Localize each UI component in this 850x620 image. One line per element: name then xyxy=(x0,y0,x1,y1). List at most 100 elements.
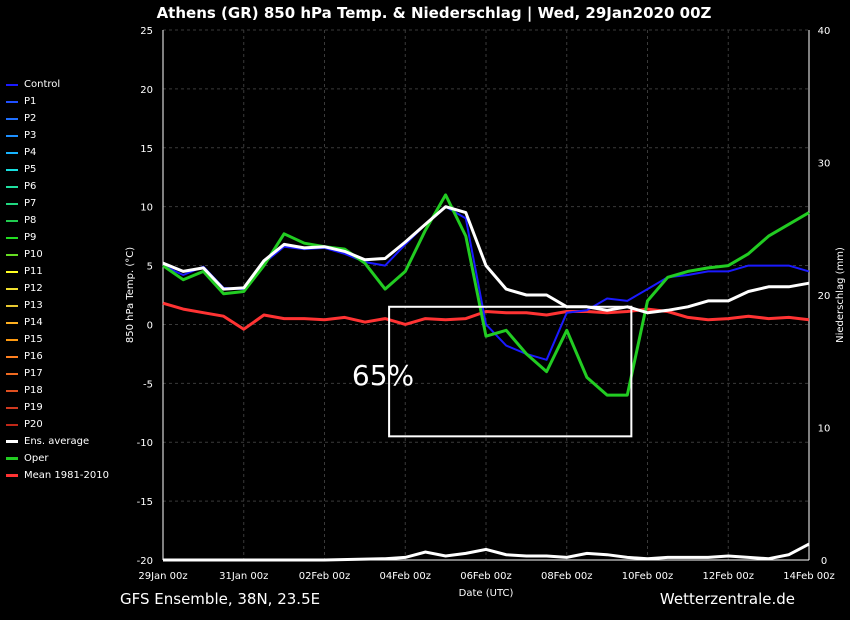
legend-label: P7 xyxy=(24,198,37,209)
legend-swatch xyxy=(6,254,18,256)
x-tick-label: 06Feb 00z xyxy=(460,571,512,582)
legend-swatch xyxy=(6,237,18,239)
legend-label: P14 xyxy=(24,317,43,328)
legend-item: P2 xyxy=(4,110,109,127)
legend-label: P10 xyxy=(24,249,43,260)
y2-tick-label: 10 xyxy=(818,424,831,435)
legend-swatch xyxy=(6,322,18,324)
y-tick-label: 15 xyxy=(140,144,153,155)
legend-swatch xyxy=(6,457,18,460)
legend-label: P18 xyxy=(24,385,43,396)
legend-swatch xyxy=(6,101,18,103)
legend-label: P4 xyxy=(24,147,37,158)
legend-item: P11 xyxy=(4,263,109,280)
chart-title: Athens (GR) 850 hPa Temp. & Niederschlag… xyxy=(157,4,712,23)
legend-swatch xyxy=(6,135,18,137)
legend-label: P17 xyxy=(24,368,43,379)
legend-label: P20 xyxy=(24,419,43,430)
legend-swatch xyxy=(6,84,18,86)
y2-tick-label: 0 xyxy=(821,556,827,567)
y-axis-label: 850 hPa Temp. (°C) xyxy=(125,247,136,343)
legend-item: P20 xyxy=(4,416,109,433)
series-layer xyxy=(162,193,810,562)
legend-swatch xyxy=(6,356,18,358)
y-tick-label: 25 xyxy=(140,26,153,37)
legend-label: P13 xyxy=(24,300,43,311)
legend-swatch xyxy=(6,390,18,392)
x-tick-label: 02Feb 00z xyxy=(299,571,351,582)
legend-label: P12 xyxy=(24,283,43,294)
legend-swatch xyxy=(6,118,18,120)
legend-item: P15 xyxy=(4,331,109,348)
legend-swatch xyxy=(6,152,18,154)
y2-tick-label: 20 xyxy=(818,291,831,302)
legend-label: P9 xyxy=(24,232,37,243)
legend-item: Mean 1981-2010 xyxy=(4,467,109,484)
x-tick-label: 10Feb 00z xyxy=(622,571,674,582)
legend-swatch xyxy=(6,305,18,307)
legend-swatch xyxy=(6,407,18,409)
x-axis-label: Date (UTC) xyxy=(459,588,514,599)
legend-swatch xyxy=(6,474,18,477)
legend-label: P16 xyxy=(24,351,43,362)
legend-item: P8 xyxy=(4,212,109,229)
legend-label: P6 xyxy=(24,181,37,192)
legend-label: Control xyxy=(24,79,61,90)
legend-item: P10 xyxy=(4,246,109,263)
legend-item: Ens. average xyxy=(4,433,109,450)
legend-item: P16 xyxy=(4,348,109,365)
y-tick-label: 5 xyxy=(147,262,153,273)
y-tick-label: 20 xyxy=(140,85,153,96)
legend-label: P5 xyxy=(24,164,37,175)
legend-item: P19 xyxy=(4,399,109,416)
legend-swatch xyxy=(6,220,18,222)
y-tick-label: -15 xyxy=(137,497,153,508)
legend-item: P1 xyxy=(4,93,109,110)
x-tick-label: 08Feb 00z xyxy=(541,571,593,582)
legend-label: P3 xyxy=(24,130,37,141)
y-tick-label: -10 xyxy=(137,438,153,449)
x-tick-label: 29Jan 00z xyxy=(138,571,187,582)
legend-item: Control xyxy=(4,76,109,93)
legend-label: P11 xyxy=(24,266,43,277)
x-tick-label: 12Feb 00z xyxy=(702,571,754,582)
legend-swatch xyxy=(6,288,18,290)
legend-item: P6 xyxy=(4,178,109,195)
y2-tick-label: 40 xyxy=(818,26,831,37)
temp-line-mean-1981-2010 xyxy=(162,301,810,331)
precip-line-ens-average xyxy=(163,542,810,562)
footer-site: Wetterzentrale.de xyxy=(659,590,795,608)
legend-label: P1 xyxy=(24,96,37,107)
legend-item: P14 xyxy=(4,314,109,331)
highlight-box xyxy=(388,305,633,438)
legend-label: P2 xyxy=(24,113,37,124)
legend-item: P17 xyxy=(4,365,109,382)
y-tick-label: -5 xyxy=(143,379,153,390)
legend-label: P19 xyxy=(24,402,43,413)
legend-swatch xyxy=(6,373,18,375)
legend-item: P5 xyxy=(4,161,109,178)
legend-label: P8 xyxy=(24,215,37,226)
y-tick-label: 10 xyxy=(140,203,153,214)
x-tick-label: 31Jan 00z xyxy=(219,571,268,582)
legend-label: Ens. average xyxy=(24,436,90,447)
legend-item: P4 xyxy=(4,144,109,161)
legend-swatch xyxy=(6,169,18,171)
y2-tick-label: 30 xyxy=(818,159,831,170)
legend-item: P13 xyxy=(4,297,109,314)
axes: -20 -15 -10 -5 0 5 10 15 20 25 29Jan 00z 31Jan 00z 0… xyxy=(137,26,835,582)
legend: Control P1 P2 P3 P4 P5 P6 P7 P8 P9 P10 P11 P12 P13 P14… xyxy=(4,76,109,484)
y2-axis-label: Niederschlag (mm) xyxy=(835,247,846,343)
legend-item: P18 xyxy=(4,382,109,399)
legend-label: Oper xyxy=(24,453,49,464)
legend-swatch xyxy=(6,424,18,426)
y-tick-label: -20 xyxy=(137,556,153,567)
probability-label: 65% xyxy=(352,359,414,392)
legend-label: P15 xyxy=(24,334,43,345)
legend-swatch xyxy=(6,339,18,341)
temp-line-ens-average xyxy=(162,205,810,315)
legend-item: P9 xyxy=(4,229,109,246)
legend-item: P12 xyxy=(4,280,109,297)
legend-item: P3 xyxy=(4,127,109,144)
